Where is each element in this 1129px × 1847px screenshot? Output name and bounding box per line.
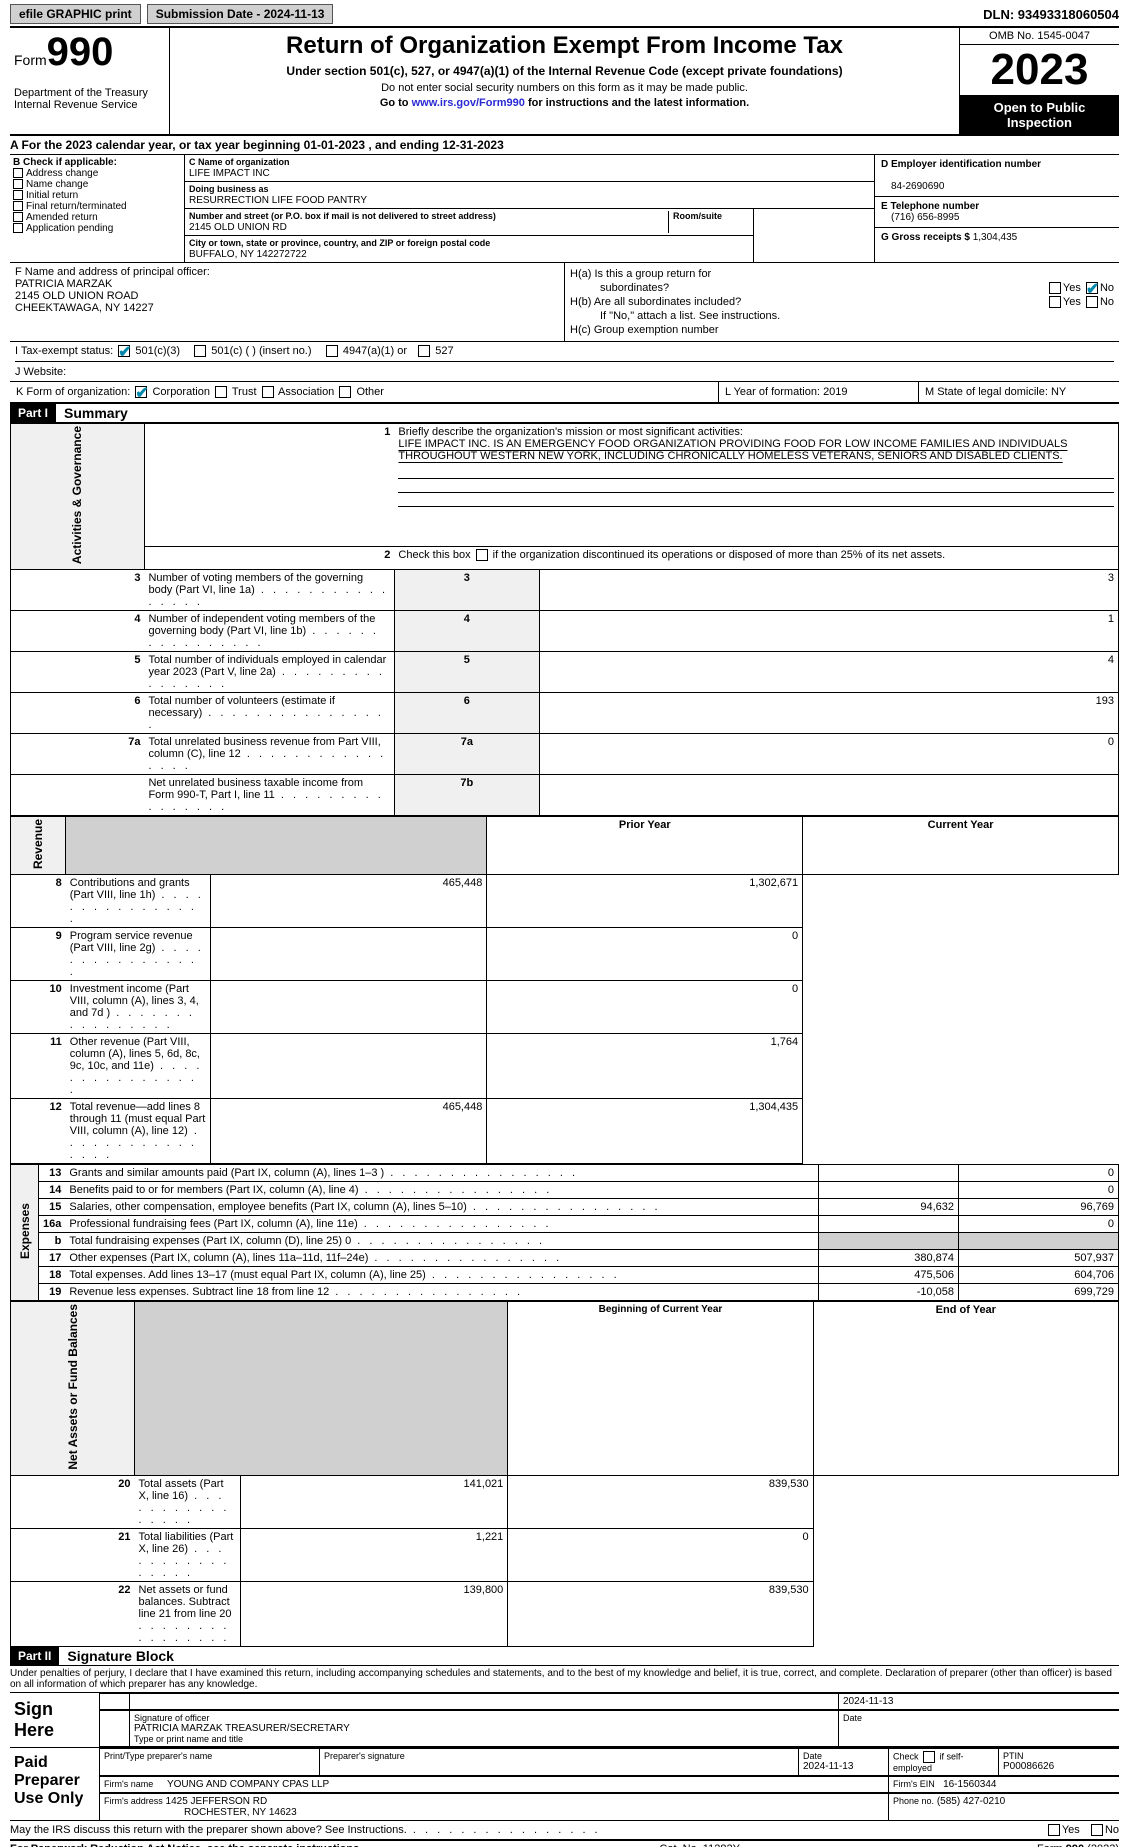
city-address: BUFFALO, NY 142272722 <box>189 249 307 260</box>
perjury-text: Under penalties of perjury, I declare th… <box>10 1666 1119 1692</box>
line-a: A For the 2023 calendar year, or tax yea… <box>10 136 1119 155</box>
section-ij: I Tax-exempt status: 501(c)(3) 501(c) ( … <box>10 342 1119 382</box>
street-address: 2145 OLD UNION RD <box>189 222 287 233</box>
side-label-rev: Revenue <box>31 819 45 869</box>
expenses-table: Expenses13Grants and similar amounts pai… <box>10 1164 1119 1301</box>
may-discuss-line: May the IRS discuss this return with the… <box>10 1821 1119 1839</box>
mission-text: LIFE IMPACT INC. IS AN EMERGENCY FOOD OR… <box>398 438 1067 462</box>
4947-checkbox[interactable] <box>326 345 338 357</box>
box-b: B Check if applicable: Address changeNam… <box>10 155 185 262</box>
box-d: D Employer identification number 84-2690… <box>874 155 1119 262</box>
page-footer: For Paperwork Reduction Act Notice, see … <box>10 1839 1119 1847</box>
open-inspection: Open to Public Inspection <box>960 96 1119 134</box>
self-employed-checkbox[interactable] <box>923 1751 935 1763</box>
hb-no-checkbox[interactable] <box>1086 296 1098 308</box>
dba-name: RESURRECTION LIFE FOOD PANTRY <box>189 195 367 206</box>
netassets-table: Net Assets or Fund Balances Beginning of… <box>10 1301 1119 1647</box>
other-checkbox[interactable] <box>339 386 351 398</box>
form-note: Do not enter social security numbers on … <box>176 82 953 94</box>
org-name: LIFE IMPACT INC <box>189 168 270 179</box>
ha-no-checkbox[interactable] <box>1086 282 1098 294</box>
side-label-ag: Activities & Governance <box>70 426 84 564</box>
summary-table: Activities & Governance 1 Briefly descri… <box>10 423 1119 816</box>
side-label-net: Net Assets or Fund Balances <box>66 1304 80 1470</box>
section-bcd: B Check if applicable: Address changeNam… <box>10 155 1119 263</box>
boxb-checkbox[interactable] <box>13 223 23 233</box>
hb-yes-checkbox[interactable] <box>1049 296 1061 308</box>
submission-date-button[interactable]: Submission Date - 2024-11-13 <box>147 4 334 24</box>
discuss-yes-checkbox[interactable] <box>1048 1824 1060 1836</box>
section-klm: K Form of organization: Corporation Trus… <box>10 382 1119 404</box>
boxb-checkbox[interactable] <box>13 168 23 178</box>
phone: (716) 656-8995 <box>881 212 959 223</box>
form-subtitle: Under section 501(c), 527, or 4947(a)(1)… <box>176 64 953 78</box>
sign-here-block: Sign Here 2024-11-13 Signature of office… <box>10 1692 1119 1747</box>
form-number: Form990 <box>14 30 165 75</box>
omb-number: OMB No. 1545-0047 <box>960 28 1119 45</box>
boxb-checkbox[interactable] <box>13 212 23 222</box>
tax-year: 2023 <box>960 45 1119 96</box>
box-c: C Name of organization LIFE IMPACT INC D… <box>185 155 874 262</box>
501c3-checkbox[interactable] <box>118 345 130 357</box>
assoc-checkbox[interactable] <box>262 386 274 398</box>
part-ii-header: Part II Signature Block <box>10 1647 1119 1666</box>
department-text: Department of the Treasury Internal Reve… <box>14 87 165 111</box>
form-title: Return of Organization Exempt From Incom… <box>176 32 953 60</box>
corp-checkbox[interactable] <box>135 386 147 398</box>
efile-print-button[interactable]: efile GRAPHIC print <box>10 4 141 24</box>
officer-name: PATRICIA MARZAK <box>15 278 559 290</box>
gross-receipts: 1,304,435 <box>973 232 1018 243</box>
ha-yes-checkbox[interactable] <box>1049 282 1061 294</box>
discuss-no-checkbox[interactable] <box>1091 1824 1103 1836</box>
dln-text: DLN: 93493318060504 <box>983 7 1119 22</box>
501c-checkbox[interactable] <box>194 345 206 357</box>
boxb-checkbox[interactable] <box>13 201 23 211</box>
trust-checkbox[interactable] <box>215 386 227 398</box>
part-i-header: Part I Summary <box>10 404 1119 423</box>
ein: 84-2690690 <box>881 181 944 192</box>
527-checkbox[interactable] <box>418 345 430 357</box>
section-fh: F Name and address of principal officer:… <box>10 263 1119 342</box>
boxb-checkbox[interactable] <box>13 190 23 200</box>
goto-link[interactable]: www.irs.gov/Form990 <box>412 97 525 109</box>
form-header: Form990 Department of the Treasury Inter… <box>10 28 1119 136</box>
boxb-checkbox[interactable] <box>13 179 23 189</box>
discontinued-checkbox[interactable] <box>476 549 488 561</box>
goto-line: Go to www.irs.gov/Form990 for instructio… <box>176 97 953 109</box>
paid-preparer-block: Paid Preparer Use Only Print/Type prepar… <box>10 1747 1119 1821</box>
revenue-table: Revenue Prior Year Current Year 8Contrib… <box>10 816 1119 1164</box>
top-bar: efile GRAPHIC print Submission Date - 20… <box>10 4 1119 28</box>
